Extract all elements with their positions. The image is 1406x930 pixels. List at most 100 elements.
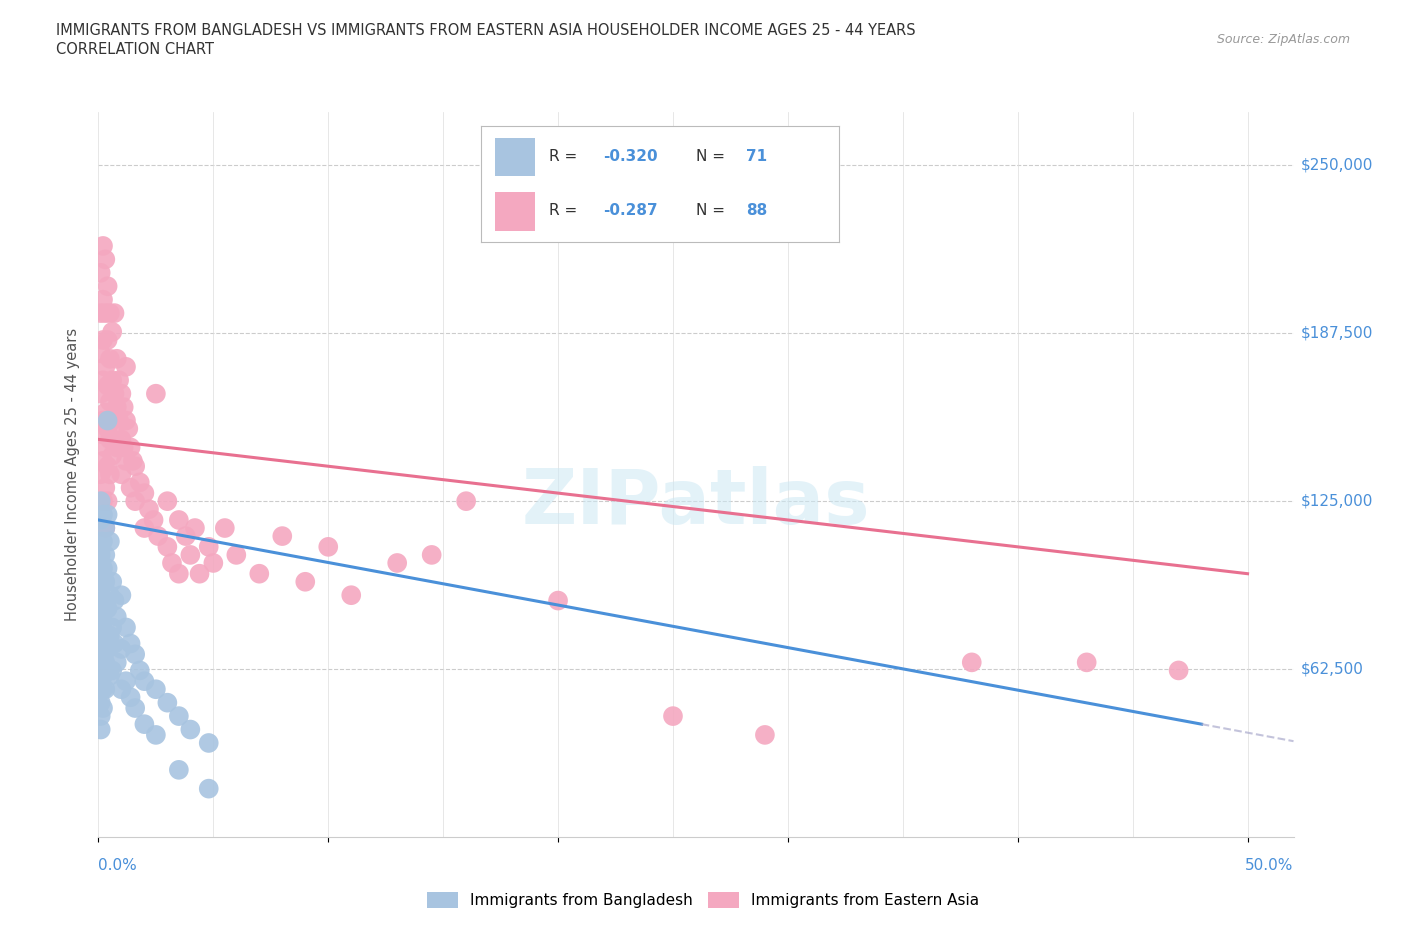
Point xyxy=(103,306,125,321)
Point xyxy=(103,593,125,608)
Point xyxy=(197,539,219,554)
Point xyxy=(202,555,225,570)
Point xyxy=(91,534,114,549)
Point xyxy=(110,467,132,482)
Point xyxy=(97,494,120,509)
Point xyxy=(188,566,211,581)
Point xyxy=(167,763,190,777)
Point xyxy=(271,528,294,543)
Point xyxy=(662,709,685,724)
Point xyxy=(90,696,112,711)
Point xyxy=(91,561,114,576)
Point xyxy=(101,413,124,428)
Point xyxy=(90,467,112,482)
Point xyxy=(97,601,120,616)
Point xyxy=(960,655,983,670)
Point xyxy=(128,663,150,678)
Point xyxy=(174,528,197,543)
Point xyxy=(247,566,270,581)
Point xyxy=(98,306,121,321)
Point xyxy=(90,682,112,697)
Point xyxy=(124,700,146,715)
Point xyxy=(91,700,114,715)
Point xyxy=(90,588,112,603)
Point xyxy=(120,690,142,705)
Point xyxy=(1076,655,1098,670)
Point xyxy=(90,494,112,509)
Point xyxy=(105,400,128,415)
Point xyxy=(97,458,120,473)
Point xyxy=(101,325,124,339)
Point xyxy=(145,727,167,742)
Point xyxy=(90,561,112,576)
Point xyxy=(115,673,138,688)
Point xyxy=(94,548,117,563)
Point xyxy=(98,628,121,643)
Point xyxy=(90,265,112,280)
Point xyxy=(94,521,117,536)
Point xyxy=(167,709,190,724)
Point xyxy=(117,421,139,436)
Point xyxy=(98,669,121,684)
Point xyxy=(90,512,112,527)
Point xyxy=(124,647,146,662)
Point xyxy=(156,539,179,554)
Point xyxy=(128,475,150,490)
Text: ZIPatlas: ZIPatlas xyxy=(522,466,870,540)
Point xyxy=(103,432,125,446)
Point xyxy=(110,642,132,657)
Point xyxy=(98,352,121,366)
Point xyxy=(90,534,112,549)
Point xyxy=(91,615,114,630)
Point xyxy=(91,628,114,643)
Point xyxy=(134,717,156,732)
Point xyxy=(91,575,114,590)
Point xyxy=(90,306,112,321)
Point xyxy=(456,494,478,509)
Point xyxy=(108,413,131,428)
Point xyxy=(94,575,117,590)
Point xyxy=(120,480,142,495)
Point xyxy=(90,601,112,616)
Point xyxy=(98,467,121,482)
Point xyxy=(94,405,117,420)
Point xyxy=(101,620,124,635)
Point xyxy=(167,566,190,581)
Point xyxy=(90,722,112,737)
Point xyxy=(105,352,128,366)
Point xyxy=(97,379,120,393)
Point xyxy=(94,521,117,536)
Point xyxy=(547,593,569,608)
Point xyxy=(91,593,114,608)
Point xyxy=(101,373,124,388)
Point xyxy=(110,588,132,603)
Legend: Immigrants from Bangladesh, Immigrants from Eastern Asia: Immigrants from Bangladesh, Immigrants f… xyxy=(423,888,983,913)
Point xyxy=(214,521,236,536)
Point xyxy=(105,609,128,624)
Point xyxy=(105,655,128,670)
Point xyxy=(91,454,114,469)
Point xyxy=(90,427,112,442)
Point xyxy=(156,494,179,509)
Point xyxy=(420,548,443,563)
Text: $250,000: $250,000 xyxy=(1301,158,1372,173)
Point xyxy=(101,448,124,463)
Point xyxy=(134,673,156,688)
Point xyxy=(138,502,160,517)
Point xyxy=(91,413,114,428)
Point xyxy=(142,512,165,527)
Point xyxy=(98,588,121,603)
Point xyxy=(1167,663,1189,678)
Point xyxy=(91,238,114,253)
Point xyxy=(103,636,125,651)
Point xyxy=(134,521,156,536)
Text: IMMIGRANTS FROM BANGLADESH VS IMMIGRANTS FROM EASTERN ASIA HOUSEHOLDER INCOME AG: IMMIGRANTS FROM BANGLADESH VS IMMIGRANTS… xyxy=(56,23,915,38)
Point xyxy=(94,682,117,697)
Point xyxy=(91,333,114,348)
Point xyxy=(91,682,114,697)
Point xyxy=(167,512,190,527)
Text: CORRELATION CHART: CORRELATION CHART xyxy=(56,42,214,57)
Point xyxy=(91,647,114,662)
Point xyxy=(179,722,201,737)
Point xyxy=(94,628,117,643)
